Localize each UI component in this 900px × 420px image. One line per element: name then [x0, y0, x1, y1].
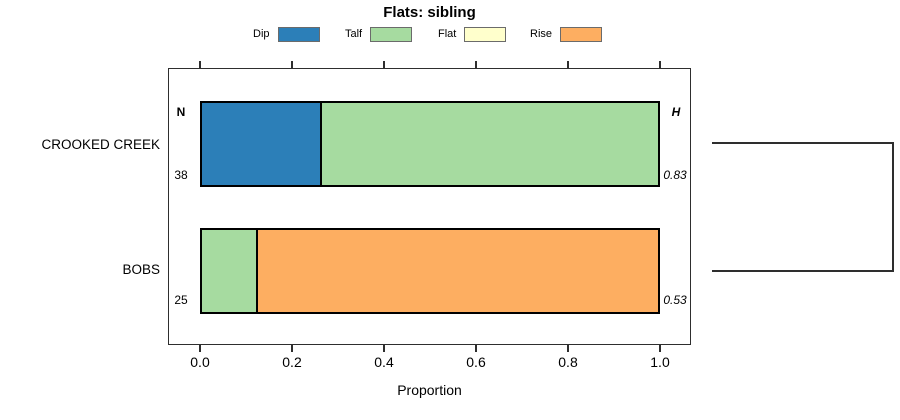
- axis-tick-label: 0.4: [374, 354, 394, 370]
- top-axis-tick: [567, 61, 569, 68]
- bottom-axis-tick: [475, 345, 477, 352]
- chart-title: Flats: sibling: [383, 4, 476, 21]
- cluster-bracket-bottom-line: [712, 270, 894, 272]
- cluster-bracket-join-line: [892, 142, 894, 272]
- legend-swatch-rise: [560, 26, 603, 42]
- x-axis-label: Proportion: [397, 382, 462, 398]
- h-column-header: H: [671, 105, 681, 119]
- top-axis-tick: [659, 61, 661, 68]
- stacked-bar-bobs: [200, 228, 660, 314]
- axis-tick-label: 0.6: [466, 354, 486, 370]
- top-axis-tick: [291, 61, 293, 68]
- bar-segment-rise: [256, 230, 658, 312]
- row-label-bobs: BOBS: [122, 262, 160, 277]
- legend-item-flat: Flat: [438, 25, 507, 43]
- bottom-axis-tick: [291, 345, 293, 352]
- bottom-axis-tick: [199, 345, 201, 352]
- axis-tick-label: 1.0: [650, 354, 670, 370]
- bottom-axis-tick: [383, 345, 385, 352]
- legend-item-talf: Talf: [345, 25, 413, 43]
- n-value-bobs: 25: [174, 293, 188, 307]
- legend-label-flat: Flat: [438, 28, 457, 40]
- top-axis-tick: [383, 61, 385, 68]
- h-value-crooked-creek: 0.83: [663, 168, 687, 182]
- row-label-crooked-creek: CROOKED CREEK: [41, 137, 160, 152]
- legend-item-dip: Dip: [253, 25, 320, 43]
- bar-segment-dip: [202, 103, 321, 185]
- legend-label-dip: Dip: [253, 28, 270, 40]
- axis-tick-label: 0.8: [558, 354, 578, 370]
- bottom-axis-tick: [659, 345, 661, 352]
- top-axis-tick: [475, 61, 477, 68]
- n-value-crooked-creek: 38: [174, 168, 188, 182]
- bar-segment-talf: [202, 230, 257, 312]
- legend-swatch-flat: [464, 26, 507, 42]
- cluster-bracket-top-line: [712, 142, 894, 144]
- legend-swatch-dip: [277, 26, 320, 42]
- legend-label-rise: Rise: [530, 28, 553, 40]
- n-column-header: N: [176, 105, 186, 119]
- axis-tick-label: 0.0: [190, 354, 210, 370]
- bar-segment-talf: [320, 103, 658, 185]
- bottom-axis-tick: [567, 345, 569, 352]
- stacked-bar-crooked-creek: [200, 101, 660, 187]
- top-axis-tick: [199, 61, 201, 68]
- h-value-bobs: 0.53: [663, 293, 687, 307]
- axis-tick-label: 0.2: [282, 354, 302, 370]
- legend-label-talf: Talf: [345, 28, 363, 40]
- legend-swatch-talf: [370, 26, 413, 42]
- legend-item-rise: Rise: [530, 25, 603, 43]
